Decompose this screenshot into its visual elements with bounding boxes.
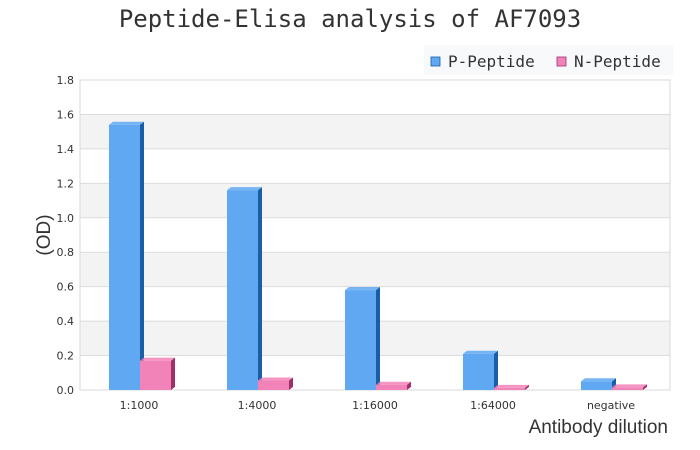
grid-band [80, 183, 670, 218]
y-tick-label: 0.0 [57, 384, 75, 397]
bar-side [407, 381, 411, 390]
bar-n-peptide [376, 384, 407, 390]
bar-n-peptide [494, 387, 525, 390]
bar-top [140, 357, 175, 361]
bar-top [109, 121, 144, 125]
bar-side [494, 350, 498, 390]
y-tick-label: 1.0 [57, 212, 75, 225]
x-tick-label: 1:64000 [470, 399, 516, 412]
legend-swatch-n-peptide [556, 56, 567, 67]
bar-side [289, 377, 293, 390]
x-axis-label: Antibody dilution [529, 417, 668, 438]
y-tick-label: 0.4 [57, 315, 75, 328]
legend [424, 45, 673, 75]
x-tick-label: 1:16000 [352, 399, 398, 412]
bar-side [643, 384, 647, 390]
legend-swatch-p-peptide [430, 56, 441, 67]
bar-n-peptide [140, 360, 171, 390]
bar-p-peptide [109, 124, 140, 391]
bar-p-peptide [227, 190, 258, 390]
bar-n-peptide [612, 387, 643, 390]
legend-label: P-Peptide [448, 52, 535, 71]
y-tick-label: 1.6 [57, 108, 75, 121]
bar-top [494, 384, 529, 388]
y-tick-label: 1.2 [57, 177, 75, 190]
y-tick-label: 1.4 [57, 143, 75, 156]
bar-side [258, 187, 262, 390]
bar-top [376, 381, 411, 385]
chart-title: Peptide-Elisa analysis of AF7093 [119, 5, 581, 33]
legend-label: N-Peptide [574, 52, 661, 71]
bar-p-peptide [463, 353, 494, 390]
bar-p-peptide [581, 381, 612, 390]
bar-side [140, 121, 144, 390]
bar-side [376, 287, 380, 390]
bar-top [612, 384, 647, 388]
y-tick-label: 0.2 [57, 350, 75, 363]
bar-top [345, 287, 380, 291]
y-tick-label: 0.6 [57, 281, 75, 294]
grid-band [80, 114, 670, 149]
bar-top [227, 187, 262, 191]
y-axis-label: (OD) [34, 214, 55, 255]
bar-side [525, 384, 529, 390]
bar-top [258, 377, 293, 381]
grid-band [80, 252, 670, 287]
bar-top [463, 350, 498, 354]
y-tick-label: 1.8 [57, 74, 75, 87]
bar-top [581, 378, 616, 382]
bar-p-peptide [345, 290, 376, 390]
x-tick-label: 1:1000 [120, 399, 159, 412]
bar-side [171, 357, 175, 390]
y-tick-label: 0.8 [57, 246, 75, 259]
x-tick-label: negative [587, 399, 635, 412]
bar-n-peptide [258, 380, 289, 390]
x-tick-label: 1:4000 [238, 399, 277, 412]
